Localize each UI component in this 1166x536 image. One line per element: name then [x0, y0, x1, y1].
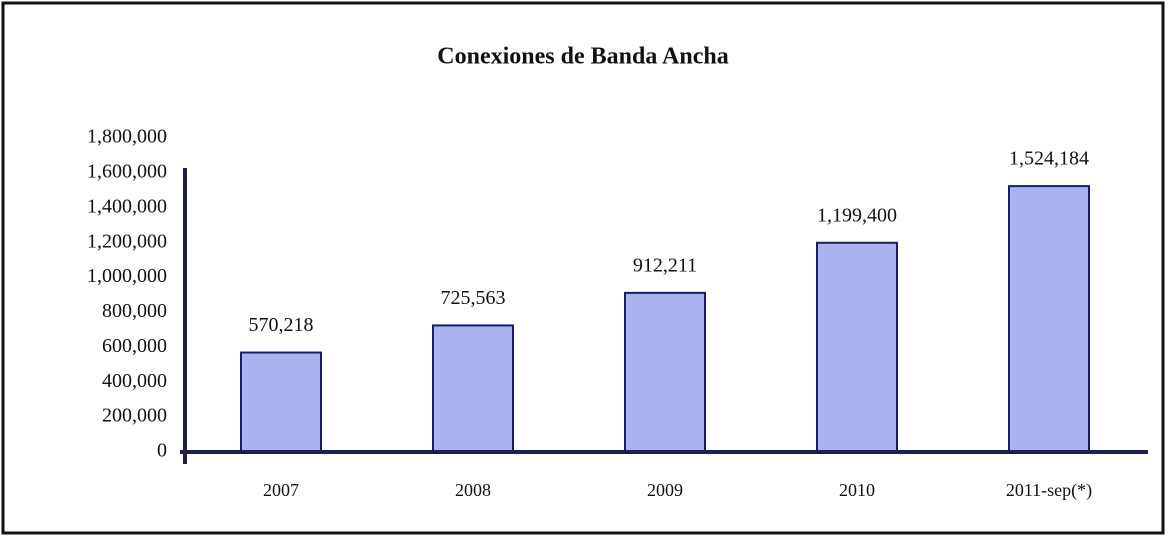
- y-tick-label: 1,200,000: [87, 230, 167, 252]
- value-label: 570,218: [249, 314, 314, 336]
- x-tick-label: 2007: [263, 480, 299, 500]
- y-tick-label: 0: [157, 440, 167, 462]
- y-tick-label: 1,600,000: [87, 160, 167, 182]
- bar: [1008, 185, 1090, 453]
- y-tick-label: 400,000: [102, 370, 167, 392]
- bar: [240, 351, 322, 453]
- y-tick-label: 1,400,000: [87, 195, 167, 217]
- x-tick-label: 2011-sep(*): [1006, 480, 1092, 501]
- bar: [624, 291, 706, 454]
- y-tick-label: 1,000,000: [87, 265, 167, 287]
- value-label: 1,524,184: [1009, 148, 1089, 170]
- bar: [816, 241, 898, 453]
- chart-title: Conexiones de Banda Ancha: [437, 44, 728, 70]
- value-label: 725,563: [441, 287, 506, 309]
- y-tick-label: 600,000: [102, 335, 167, 357]
- value-label: 912,211: [633, 254, 697, 276]
- x-tick-label: 2010: [839, 480, 875, 500]
- y-tick-label: 800,000: [102, 300, 167, 322]
- y-tick-label: 200,000: [102, 405, 167, 427]
- bar: [432, 324, 514, 453]
- value-label: 1,199,400: [817, 204, 897, 226]
- y-tick-label: 1,800,000: [87, 126, 167, 148]
- x-tick-label: 2009: [647, 480, 683, 500]
- x-tick-label: 2008: [455, 480, 491, 500]
